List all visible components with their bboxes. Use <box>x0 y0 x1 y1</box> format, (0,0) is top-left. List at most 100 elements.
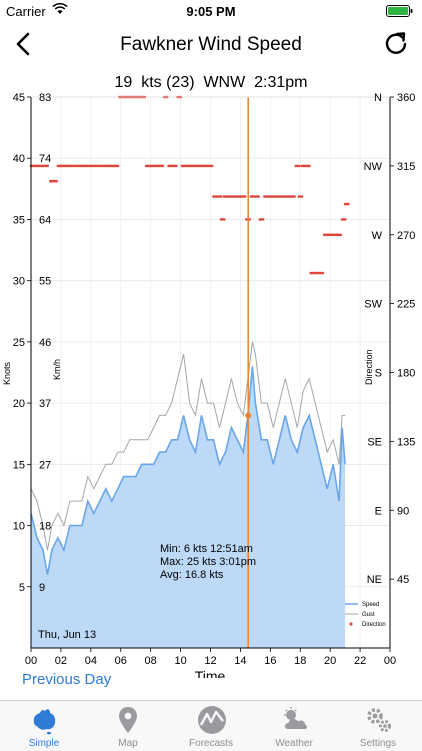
australia-map-icon <box>33 709 56 735</box>
chart-legend: Speed Gust Direction <box>345 602 386 628</box>
speed-area <box>31 366 346 648</box>
direction-degree-label: 180 <box>397 368 415 380</box>
page-title: Fawkner Wind Speed <box>120 34 302 55</box>
legend-gust-label: Gust <box>362 612 375 618</box>
direction-compass-label: W <box>372 230 383 242</box>
direction-point <box>175 164 178 168</box>
tab-simple-label: Simple <box>28 738 60 749</box>
settings-gears-icon <box>367 708 391 732</box>
wifi-icon <box>52 3 68 14</box>
y-axis-label-direction: Direction <box>364 349 374 385</box>
x-tick-label: 10 <box>174 655 186 667</box>
x-axis-label: Time <box>195 668 226 678</box>
direction-point <box>257 195 260 198</box>
direction-point <box>347 202 350 206</box>
stat-avg: Avg: 16.8 kts <box>160 569 224 581</box>
direction-point <box>308 164 311 168</box>
battery-icon <box>386 5 413 17</box>
tab-map[interactable]: Map <box>86 701 170 751</box>
x-tick-label: 16 <box>264 655 276 667</box>
direction-degree-label: 360 <box>397 92 415 104</box>
current-time: 2:31pm <box>254 74 308 91</box>
kmh-tick-label: 27 <box>39 459 51 471</box>
gust-line <box>30 341 346 551</box>
speed-line <box>30 366 346 575</box>
weather-cloud-icon <box>284 707 307 729</box>
knots-tick-label: 25 <box>13 337 25 349</box>
kmh-tick-label: 18 <box>39 521 51 533</box>
direction-point <box>161 164 165 168</box>
kmh-tick-label: 74 <box>39 153 51 165</box>
legend-direction-label: Direction <box>362 622 386 628</box>
kmh-tick-label: 83 <box>39 92 51 104</box>
direction-compass-label: E <box>375 505 382 517</box>
kmh-tick-label: 46 <box>39 337 51 349</box>
direction-point <box>261 218 265 221</box>
direction-point <box>344 218 347 221</box>
direction-point <box>116 164 120 168</box>
x-tick-label: 08 <box>145 655 157 667</box>
direction-point <box>339 233 343 237</box>
direction-compass-label: NW <box>364 161 383 173</box>
direction-degree-label: 225 <box>397 299 415 311</box>
legend-direction-swatch <box>349 622 353 626</box>
current-reading: 19 kts (23) WNW 2:31pm <box>0 74 422 92</box>
knots-tick-label: 10 <box>13 521 25 533</box>
x-tick-label: 04 <box>85 655 97 667</box>
direction-point <box>210 164 214 168</box>
wind-speed-chart[interactable]: 510152025303540459182737465564748345NE90… <box>0 88 422 678</box>
direction-point <box>219 195 223 198</box>
direction-degree-label: 45 <box>397 574 409 586</box>
current-speed: 19 <box>114 74 133 91</box>
x-tick-label: 00 <box>25 655 37 667</box>
knots-tick-label: 15 <box>13 459 25 471</box>
forecast-graph-icon <box>198 706 226 734</box>
direction-point <box>222 218 226 221</box>
x-tick-label: 14 <box>234 655 246 667</box>
y-axis-label-knots: Knots <box>2 361 12 385</box>
direction-degree-label: 315 <box>397 161 415 173</box>
knots-tick-label: 20 <box>13 398 25 410</box>
knots-tick-label: 40 <box>13 153 25 165</box>
clock: 9:05 PM <box>186 4 236 19</box>
tab-weather[interactable]: Weather <box>252 701 336 751</box>
tab-forecasts[interactable]: Forecasts <box>169 701 253 751</box>
direction-point <box>321 271 325 275</box>
x-tick-label: 20 <box>324 655 336 667</box>
direction-compass-label: SE <box>367 436 382 448</box>
knots-tick-label: 45 <box>13 92 25 104</box>
direction-point <box>243 195 247 198</box>
direction-points <box>29 95 350 275</box>
direction-point <box>297 164 301 168</box>
legend-speed-label: Speed <box>362 602 379 608</box>
current-gust: (23) <box>166 74 195 91</box>
status-bar: Carrier 9:05 PM <box>0 0 422 22</box>
date-label: Thu, Jun 13 <box>38 629 96 641</box>
y-axis-label-kmh: Km/h <box>52 359 62 380</box>
current-direction: WNW <box>203 74 246 91</box>
direction-point <box>248 218 251 221</box>
direction-degree-label: 90 <box>397 505 409 517</box>
refresh-icon[interactable] <box>380 28 412 60</box>
cursor-marker <box>245 412 252 419</box>
previous-day-link[interactable]: Previous Day <box>22 671 112 688</box>
stat-max: Max: 25 kts 3:01pm <box>160 556 256 568</box>
tab-bar: Simple Map Forecasts Weather Settings <box>0 700 422 751</box>
kmh-tick-label: 64 <box>39 214 51 226</box>
tab-forecasts-label: Forecasts <box>189 738 233 749</box>
x-tick-label: 06 <box>115 655 127 667</box>
x-tick-label: 18 <box>294 655 306 667</box>
chart-ticks: 510152025303540459182737465564748345NE90… <box>13 92 416 667</box>
map-pin-icon <box>119 707 137 733</box>
kmh-tick-label: 9 <box>39 582 45 594</box>
direction-point <box>300 195 304 198</box>
kmh-tick-label: 55 <box>39 276 51 288</box>
direction-point <box>46 164 49 168</box>
time-cursor[interactable] <box>245 97 252 648</box>
tab-simple[interactable]: Simple <box>2 701 86 751</box>
back-chevron-icon[interactable] <box>8 28 40 60</box>
direction-compass-label: S <box>375 368 382 380</box>
carrier-label: Carrier <box>6 4 46 19</box>
tab-settings[interactable]: Settings <box>336 701 420 751</box>
stat-min: Min: 6 kts 12:51am <box>160 543 253 555</box>
